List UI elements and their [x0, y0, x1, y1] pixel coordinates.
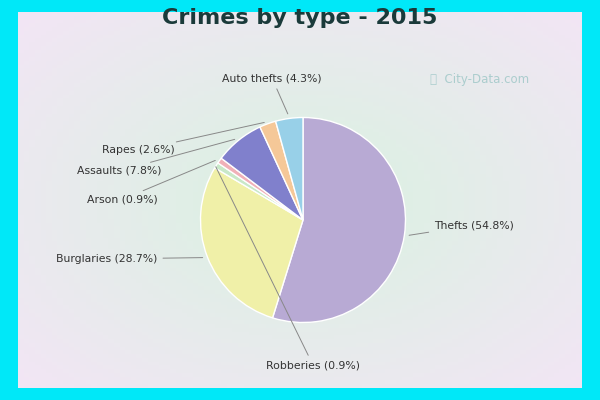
Wedge shape [272, 118, 406, 322]
Text: Rapes (2.6%): Rapes (2.6%) [102, 122, 264, 155]
Text: Arson (0.9%): Arson (0.9%) [87, 160, 215, 204]
Wedge shape [260, 121, 303, 220]
Text: Auto thefts (4.3%): Auto thefts (4.3%) [223, 74, 322, 114]
Text: ⓘ  City-Data.com: ⓘ City-Data.com [430, 74, 530, 86]
Text: Robberies (0.9%): Robberies (0.9%) [216, 167, 360, 370]
Text: Thefts (54.8%): Thefts (54.8%) [409, 220, 514, 235]
Wedge shape [218, 158, 303, 220]
Text: Burglaries (28.7%): Burglaries (28.7%) [56, 254, 203, 264]
Wedge shape [221, 127, 303, 220]
Wedge shape [275, 118, 303, 220]
Wedge shape [200, 168, 303, 318]
Wedge shape [215, 163, 303, 220]
Text: Crimes by type - 2015: Crimes by type - 2015 [163, 8, 437, 28]
Text: Assaults (7.8%): Assaults (7.8%) [77, 139, 235, 176]
